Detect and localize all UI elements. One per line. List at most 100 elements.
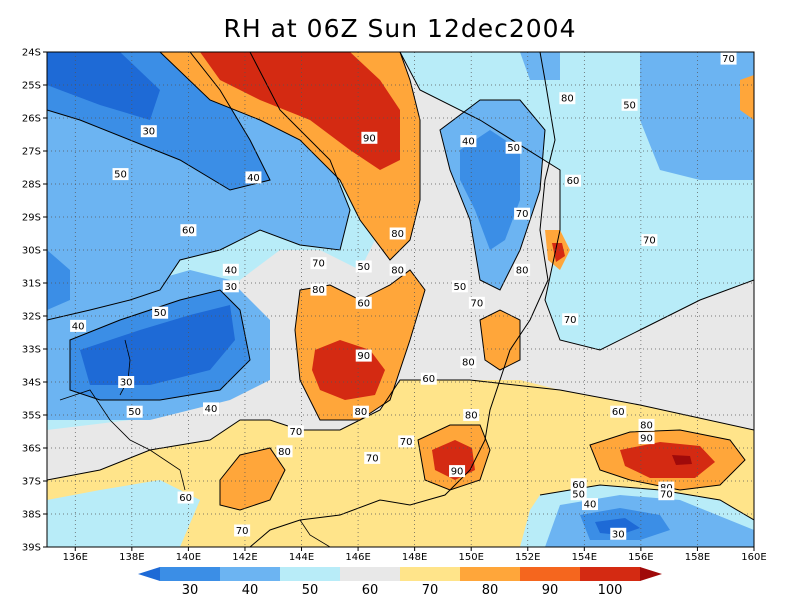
svg-text:50: 50 <box>128 407 141 418</box>
contour-label: 90 <box>361 131 378 144</box>
y-tick-label: 33S <box>22 345 41 356</box>
x-tick-label: 140E <box>176 552 201 563</box>
y-tick-label: 26S <box>22 114 41 125</box>
svg-text:50: 50 <box>357 262 370 273</box>
contour-label: 90 <box>449 465 466 478</box>
x-axis: 136E 138E 140E 142E 144E 146E 148E 150E 152E 154E… <box>63 547 767 563</box>
contour-label: 70 <box>514 207 531 220</box>
svg-text:40: 40 <box>205 404 218 415</box>
colorbar-label: 100 <box>598 583 623 598</box>
svg-text:80: 80 <box>278 447 291 458</box>
colorbar-label: 50 <box>302 583 319 598</box>
svg-text:30: 30 <box>120 378 133 389</box>
colorbar-segment <box>520 567 581 581</box>
contour-label: 60 <box>420 372 437 385</box>
svg-text:70: 70 <box>722 54 735 65</box>
contour-label: 70 <box>641 234 658 247</box>
colorbar-label: 90 <box>542 583 559 598</box>
y-tick-label: 27S <box>22 147 41 158</box>
svg-text:60: 60 <box>357 298 370 309</box>
svg-text:90: 90 <box>451 467 464 478</box>
contour-label: 40 <box>581 498 598 511</box>
y-tick-label: 29S <box>22 213 41 224</box>
contour-label: 80 <box>638 418 655 431</box>
x-tick-label: 142E <box>232 552 257 563</box>
colorbar-segment <box>460 567 521 581</box>
x-tick-label: 144E <box>289 552 314 563</box>
y-tick-label: 38S <box>22 510 41 521</box>
svg-text:80: 80 <box>391 265 404 276</box>
contour-label: 40 <box>70 319 87 332</box>
contour-label: 50 <box>621 98 638 111</box>
contour-label: 80 <box>389 263 406 276</box>
svg-text:40: 40 <box>224 265 237 276</box>
svg-text:80: 80 <box>355 407 368 418</box>
colorbar-segment <box>580 567 641 581</box>
svg-text:70: 70 <box>289 427 302 438</box>
svg-text:70: 70 <box>470 298 483 309</box>
svg-text:30: 30 <box>142 127 155 138</box>
svg-text:70: 70 <box>564 315 577 326</box>
svg-text:40: 40 <box>247 173 260 184</box>
x-tick-label: 150E <box>458 552 483 563</box>
svg-text:90: 90 <box>357 351 370 362</box>
svg-text:80: 80 <box>561 94 574 105</box>
contour-label: 60 <box>180 224 197 237</box>
x-tick-label: 160E <box>741 552 766 563</box>
contour-label: 60 <box>177 491 194 504</box>
y-tick-label: 39S <box>22 543 41 554</box>
contour-label: 80 <box>310 283 327 296</box>
contour-label: 70 <box>398 435 415 448</box>
contour-label: 30 <box>118 376 135 389</box>
colorbar-segment <box>138 567 160 581</box>
x-tick-label: 158E <box>685 552 710 563</box>
rh-band-90-100 <box>200 52 400 170</box>
y-tick-label: 28S <box>22 180 41 191</box>
contour-label: 40 <box>460 135 477 148</box>
contour-label: 50 <box>505 141 522 154</box>
contour-label: 30 <box>222 280 239 293</box>
colorbar-segment <box>220 567 281 581</box>
svg-text:70: 70 <box>516 209 529 220</box>
contour-label: 40 <box>203 402 220 415</box>
y-tick-label: 24S <box>22 48 41 59</box>
map-title: RH at 06Z Sun 12dec2004 <box>223 14 577 43</box>
colorbar-label: 70 <box>422 583 439 598</box>
svg-text:80: 80 <box>640 420 653 431</box>
svg-text:50: 50 <box>572 490 585 501</box>
y-tick-label: 30S <box>22 246 41 257</box>
svg-text:60: 60 <box>572 480 585 491</box>
contour-label: 70 <box>658 488 675 501</box>
coastline <box>249 52 556 547</box>
contour-label: 50 <box>152 306 169 319</box>
y-tick-label: 25S <box>22 81 41 92</box>
svg-text:90: 90 <box>363 133 376 144</box>
svg-text:50: 50 <box>154 308 167 319</box>
contour-label: 50 <box>126 405 143 418</box>
contour-label: 70 <box>562 313 579 326</box>
contour-label: 80 <box>463 409 480 422</box>
contour-label: 60 <box>570 478 587 491</box>
colorbar-segment <box>340 567 401 581</box>
contour-label: 70 <box>364 451 381 464</box>
svg-text:30: 30 <box>612 529 625 540</box>
svg-text:80: 80 <box>312 285 325 296</box>
colorbar-segment <box>280 567 341 581</box>
x-tick-label: 136E <box>63 552 88 563</box>
contour-label: 80 <box>389 227 406 240</box>
svg-text:70: 70 <box>236 526 249 537</box>
x-tick-label: 152E <box>515 552 540 563</box>
colorbar: 30 40 50 60 70 80 90 100 <box>138 567 662 598</box>
x-tick-label: 138E <box>119 552 144 563</box>
y-tick-label: 35S <box>22 411 41 422</box>
contour-label: 80 <box>559 92 576 105</box>
colorbar-label: 60 <box>362 583 379 598</box>
contour-label: 40 <box>222 263 239 276</box>
contour-label: 70 <box>720 52 737 65</box>
svg-text:80: 80 <box>391 229 404 240</box>
y-axis: 24S 25S 26S 27S 28S 29S 30S 31S 32S 33S 34S 35S 36S 3… <box>22 48 47 554</box>
contour-label: 40 <box>245 171 262 184</box>
contour-label: 30 <box>610 527 627 540</box>
contour-label: 60 <box>610 405 627 418</box>
